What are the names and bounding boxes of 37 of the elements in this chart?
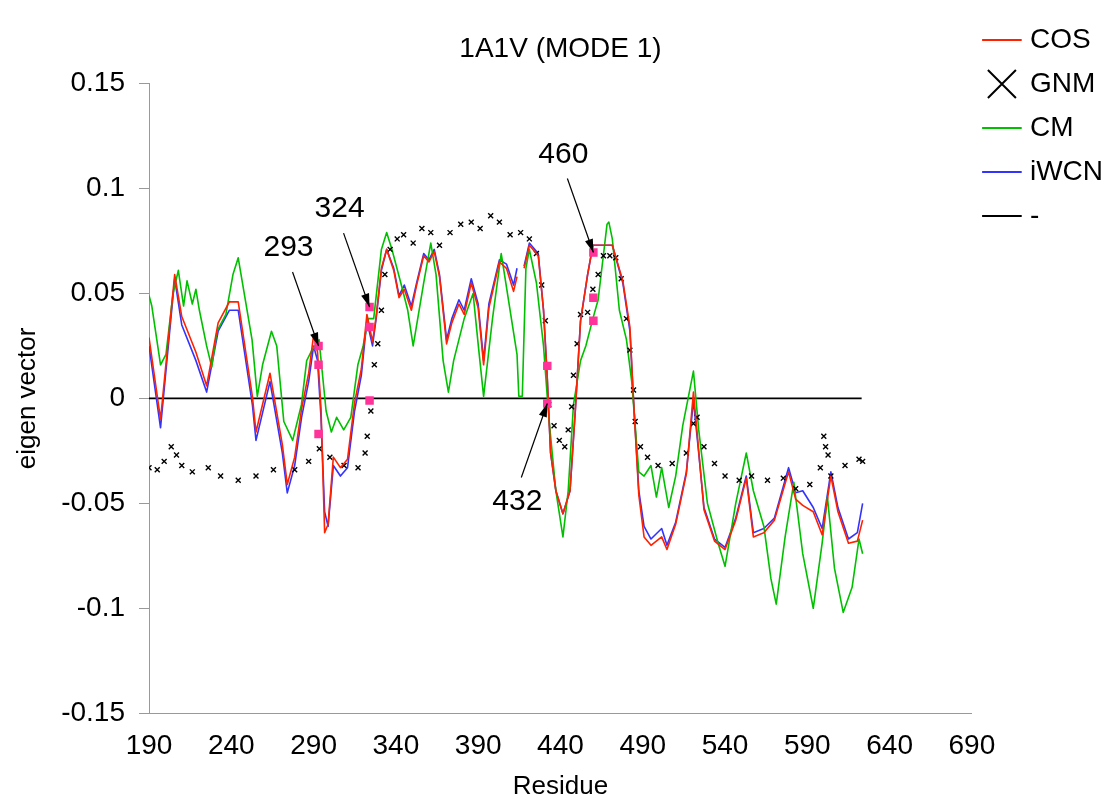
x-axis-title: Residue	[512, 769, 609, 800]
legend-label: iWCN	[1029, 154, 1103, 186]
x-tick-label: 240	[207, 728, 255, 760]
legend-label: COS	[1029, 22, 1091, 54]
y-tick-label: 0.05	[70, 276, 126, 308]
legend-label: -	[1029, 198, 1040, 230]
y-tick-label: -0.1	[76, 590, 126, 622]
x-tick-label: 340	[372, 728, 420, 760]
y-tick-label: 0	[109, 381, 126, 413]
y-tick-label: 0.15	[70, 66, 126, 98]
y-axis-title: eigen vector	[10, 327, 41, 470]
legend-label: CM	[1029, 110, 1074, 142]
legend-label: GNM	[1029, 66, 1096, 98]
x-tick-label: 190	[125, 728, 173, 760]
point	[589, 316, 598, 325]
x-tick-label: 690	[948, 728, 996, 760]
x-tick-label: 390	[454, 728, 502, 760]
annotation: 324	[314, 190, 365, 224]
annotation: 432	[492, 482, 543, 516]
chart-title: 1A1V (MODE 1)	[459, 31, 662, 63]
x-tick-label: 440	[537, 728, 584, 760]
y-tick-label: -0.15	[61, 695, 126, 727]
annotation: 460	[538, 135, 589, 169]
point	[589, 293, 598, 302]
x-tick-label: 290	[290, 728, 337, 760]
x-tick-label: 590	[783, 728, 831, 760]
x-tick-label: 540	[701, 728, 749, 760]
point	[365, 396, 374, 405]
x-tick-label: 640	[866, 728, 913, 760]
y-tick-label: -0.05	[61, 486, 126, 518]
point	[314, 429, 323, 439]
x-tick-label: 490	[619, 728, 667, 760]
annotation: 293	[263, 229, 314, 263]
point	[314, 360, 323, 370]
point	[365, 322, 374, 332]
y-tick-label: 0.1	[86, 171, 126, 203]
point	[543, 361, 552, 371]
